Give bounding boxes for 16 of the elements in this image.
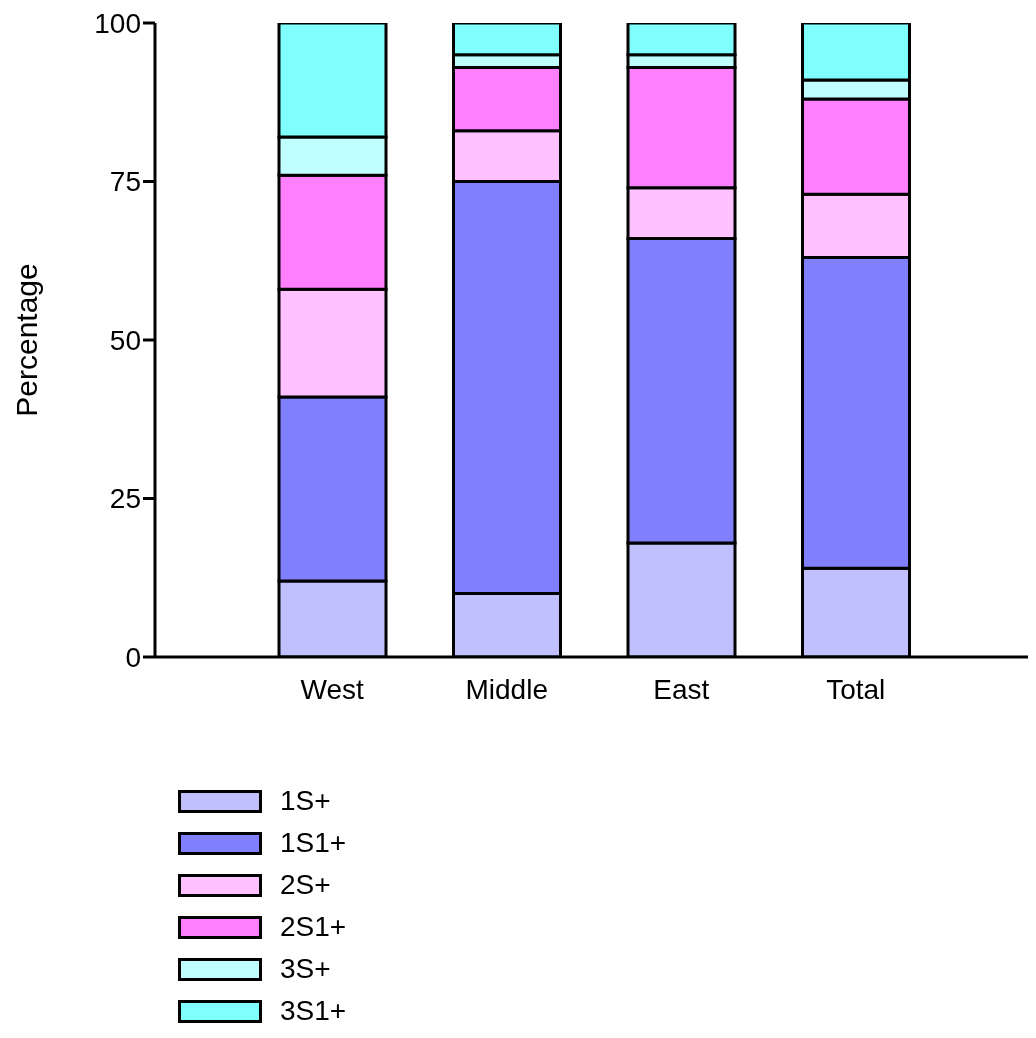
x-tick-label: Total — [826, 673, 886, 705]
x-tick-label: West — [300, 673, 365, 705]
y-tick-label: 100 — [94, 7, 141, 39]
legend-label: 2S1+ — [280, 911, 347, 942]
legend-label: 1S1+ — [280, 827, 347, 858]
legend-label: 2S+ — [280, 869, 331, 900]
y-tick-label: 50 — [109, 324, 141, 356]
x-tick-label: East — [653, 673, 710, 705]
x-tick-label: Middle — [465, 673, 548, 705]
y-tick-label: 75 — [109, 166, 141, 198]
legend-label: 3S+ — [280, 953, 331, 984]
y-tick-label: 25 — [109, 483, 141, 515]
y-tick-label: 0 — [125, 641, 141, 673]
legend-label: 1S+ — [280, 785, 331, 816]
legend-label: 3S1+ — [280, 995, 347, 1026]
y-axis-title: Percentage — [9, 263, 43, 417]
